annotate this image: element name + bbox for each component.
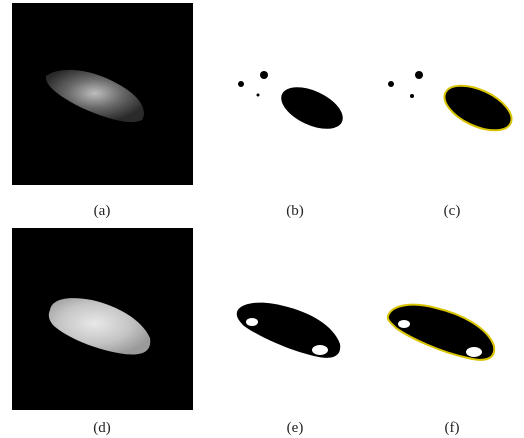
- speck: [257, 94, 260, 97]
- speck: [415, 71, 423, 79]
- caption: (f): [445, 420, 460, 436]
- hole: [398, 320, 410, 328]
- hole: [312, 345, 328, 355]
- panel-f: [388, 305, 494, 360]
- panel-b: [238, 71, 349, 137]
- caption: (a): [94, 203, 111, 219]
- panel-d: [12, 228, 193, 410]
- hole: [246, 318, 258, 326]
- speck: [410, 94, 414, 98]
- caption: (e): [287, 420, 304, 436]
- caption: (c): [444, 203, 461, 219]
- figure: (a) (b) (c) (d) (e) (f): [0, 0, 524, 438]
- contour-blob: [438, 76, 518, 139]
- panel-c: [388, 71, 518, 140]
- caption: (d): [93, 420, 111, 436]
- speck: [238, 81, 244, 87]
- caption: (b): [286, 203, 304, 219]
- segmented-blob: [275, 79, 349, 138]
- speck: [388, 81, 394, 87]
- speck: [260, 71, 268, 79]
- panel-e: [237, 303, 340, 358]
- hole: [466, 347, 482, 357]
- panel-a: [12, 3, 193, 185]
- page: {"figure": {"panels": [ {"label": "(a)"}…: [0, 0, 524, 438]
